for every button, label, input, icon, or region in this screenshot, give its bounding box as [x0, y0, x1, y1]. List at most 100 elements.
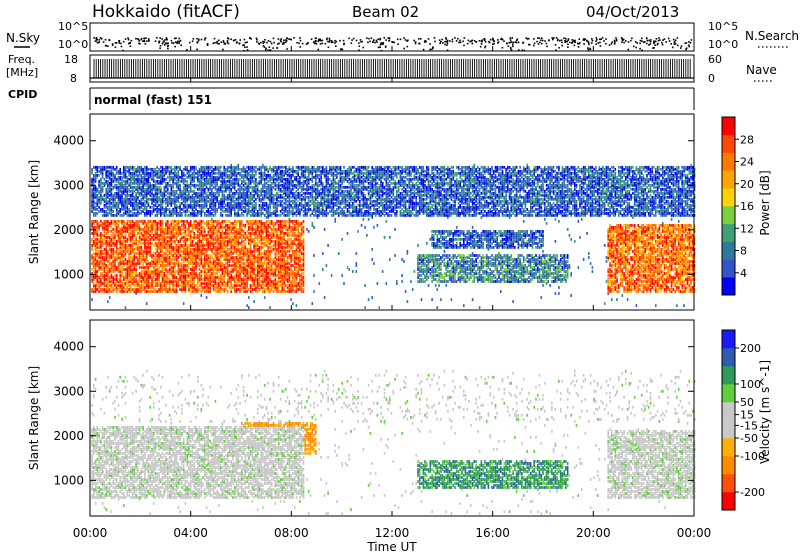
range-cell	[107, 220, 109, 223]
range-cell	[177, 195, 180, 199]
range-cell	[137, 252, 139, 255]
range-cell	[128, 228, 130, 231]
range-cell	[101, 250, 104, 253]
range-cell	[130, 288, 132, 291]
range-cell	[189, 278, 192, 281]
range-cell	[168, 232, 171, 235]
range-cell	[177, 177, 180, 181]
range-cell	[100, 189, 102, 193]
range-cell	[172, 248, 174, 251]
noise-point	[167, 47, 169, 50]
range-cell	[147, 282, 150, 285]
noise-point	[145, 37, 147, 39]
range-cell	[167, 191, 169, 195]
range-cell	[107, 256, 109, 259]
range-cell	[163, 208, 166, 211]
noise-point	[676, 37, 679, 39]
range-cell	[193, 290, 195, 293]
range-cell	[91, 268, 93, 271]
range-cell	[191, 210, 194, 213]
range-cell	[126, 272, 129, 275]
range-cell	[110, 256, 113, 259]
range-cell	[144, 244, 146, 247]
range-cell	[223, 232, 225, 235]
range-cell	[154, 262, 157, 265]
range-cell	[112, 197, 114, 201]
range-cell	[160, 230, 162, 233]
noise-point	[372, 41, 374, 43]
range-cell	[165, 290, 167, 293]
range-cell	[124, 248, 127, 251]
range-cell	[124, 185, 127, 189]
range-cell	[230, 274, 232, 277]
range-cell	[140, 187, 143, 191]
range-cell	[160, 173, 162, 177]
range-cell	[100, 208, 102, 211]
noise-point	[368, 37, 370, 40]
range-cell	[98, 278, 100, 281]
range-cell	[114, 205, 116, 209]
range-cell	[216, 187, 218, 191]
noise-point	[267, 49, 269, 52]
range-cell	[161, 179, 164, 183]
noise-point	[563, 37, 565, 39]
range-cell	[186, 195, 188, 199]
range-cell	[103, 199, 106, 203]
range-cell	[138, 256, 141, 259]
range-cell	[94, 252, 97, 255]
range-cell	[175, 254, 178, 257]
noise-point	[561, 44, 563, 47]
range-cell	[223, 284, 225, 287]
range-cell	[170, 165, 173, 169]
noise-point	[321, 39, 324, 42]
range-cell	[170, 193, 173, 197]
range-cell	[105, 274, 107, 277]
noise-point	[238, 42, 241, 44]
noise-point	[688, 41, 690, 43]
noise-point	[380, 49, 383, 52]
range-cell	[207, 220, 210, 223]
range-cell	[91, 189, 93, 193]
range-cell	[184, 280, 187, 283]
noise-point	[541, 39, 544, 42]
range-cell	[165, 256, 167, 259]
noise-point	[526, 38, 529, 40]
range-cell	[110, 179, 113, 183]
noise-point	[424, 39, 426, 42]
range-cell	[115, 222, 118, 225]
range-cell	[126, 175, 129, 179]
range-cell	[184, 266, 187, 269]
range-cell	[174, 197, 176, 201]
range-cell	[160, 228, 162, 231]
noise-point	[267, 40, 270, 42]
range-cell	[184, 201, 187, 205]
noise-point	[671, 46, 674, 49]
range-cell	[142, 280, 144, 283]
range-cell	[172, 258, 174, 261]
range-cell	[121, 282, 123, 285]
range-cell	[191, 165, 194, 169]
range-cell	[225, 208, 227, 211]
range-cell	[98, 254, 100, 257]
range-cell	[179, 246, 181, 249]
range-cell	[126, 282, 129, 285]
range-cell	[154, 208, 157, 211]
range-cell	[165, 210, 167, 213]
range-cell	[108, 284, 111, 287]
range-cell	[188, 205, 190, 209]
range-cell	[94, 268, 97, 271]
noise-point	[667, 37, 670, 40]
range-cell	[145, 224, 148, 227]
range-cell	[177, 246, 180, 249]
range-cell	[191, 284, 194, 287]
range-cell	[232, 284, 234, 287]
range-cell	[135, 181, 137, 185]
range-cell	[100, 266, 102, 269]
range-cell	[126, 185, 129, 189]
range-cell	[135, 201, 137, 205]
range-cell	[184, 210, 187, 213]
range-cell	[147, 203, 150, 207]
range-cell	[170, 171, 173, 175]
range-cell	[142, 256, 144, 259]
noise-point	[414, 42, 417, 45]
